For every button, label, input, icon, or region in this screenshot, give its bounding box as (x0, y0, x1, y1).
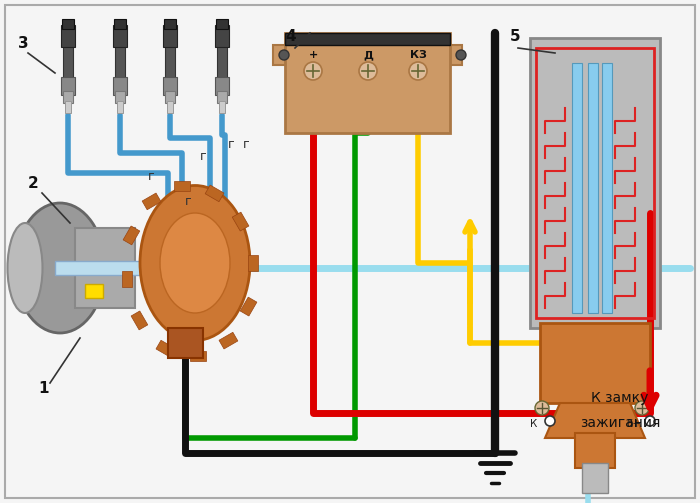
Bar (216, 19, 228, 29)
Text: г: г (185, 195, 192, 208)
Ellipse shape (15, 203, 105, 333)
Bar (115, 91, 125, 103)
Circle shape (535, 401, 549, 415)
Bar (285, 33, 450, 45)
Circle shape (456, 50, 466, 60)
Circle shape (409, 62, 427, 80)
Text: г: г (228, 138, 235, 151)
Bar (572, 63, 582, 313)
Text: б+: б+ (626, 419, 641, 429)
Bar (582, 463, 608, 493)
Bar (219, 332, 238, 349)
Circle shape (635, 401, 649, 415)
Text: 2: 2 (28, 176, 38, 191)
Ellipse shape (140, 186, 250, 341)
Circle shape (645, 416, 655, 426)
Bar (540, 323, 650, 403)
Text: КЗ: КЗ (410, 50, 426, 60)
Bar (248, 255, 258, 271)
Bar (131, 311, 148, 330)
Bar (232, 212, 249, 231)
Bar (602, 63, 612, 313)
Bar (167, 101, 173, 113)
Text: К: К (531, 419, 538, 429)
Bar (85, 284, 103, 298)
Bar (217, 33, 227, 83)
Bar (240, 297, 257, 316)
Bar (285, 33, 450, 133)
Text: +: + (309, 50, 318, 60)
Bar (530, 38, 660, 328)
Bar (114, 19, 126, 29)
Bar (65, 101, 71, 113)
Bar (165, 91, 175, 103)
Bar (122, 271, 132, 287)
Bar (142, 193, 161, 210)
Bar (440, 45, 462, 65)
Circle shape (545, 416, 555, 426)
Circle shape (304, 62, 322, 80)
Bar (113, 77, 127, 95)
Bar (190, 351, 206, 361)
Bar (205, 185, 224, 202)
Bar (163, 77, 177, 95)
Bar (215, 77, 229, 95)
Text: 1: 1 (38, 381, 48, 396)
Bar (61, 25, 75, 47)
Bar (75, 228, 135, 308)
Bar (174, 181, 190, 191)
Ellipse shape (160, 213, 230, 313)
Text: зажигания: зажигания (580, 416, 660, 430)
Bar (117, 101, 123, 113)
Text: г: г (200, 150, 206, 163)
Bar (163, 25, 177, 47)
Bar (273, 45, 295, 65)
Text: К замку: К замку (592, 391, 649, 405)
Bar (55, 261, 175, 275)
Bar (168, 328, 203, 358)
Bar (113, 25, 127, 47)
Bar (156, 341, 175, 357)
Text: 3: 3 (18, 36, 29, 51)
Bar (575, 433, 615, 468)
Bar (215, 25, 229, 47)
Text: 5: 5 (510, 29, 521, 44)
Bar (164, 19, 176, 29)
Bar (217, 91, 227, 103)
Bar (63, 91, 73, 103)
Bar (219, 101, 225, 113)
Bar (536, 48, 654, 318)
Bar (165, 33, 175, 83)
Ellipse shape (8, 223, 43, 313)
Text: г: г (148, 170, 155, 183)
Text: Д: Д (363, 50, 373, 60)
Bar (63, 33, 73, 83)
Circle shape (359, 62, 377, 80)
Bar (62, 19, 74, 29)
Bar (123, 226, 140, 245)
Text: 4: 4 (285, 29, 295, 44)
Bar (61, 77, 75, 95)
Polygon shape (545, 403, 645, 438)
Text: г: г (243, 138, 250, 151)
Bar (588, 63, 598, 313)
Bar (115, 33, 125, 83)
Circle shape (279, 50, 289, 60)
